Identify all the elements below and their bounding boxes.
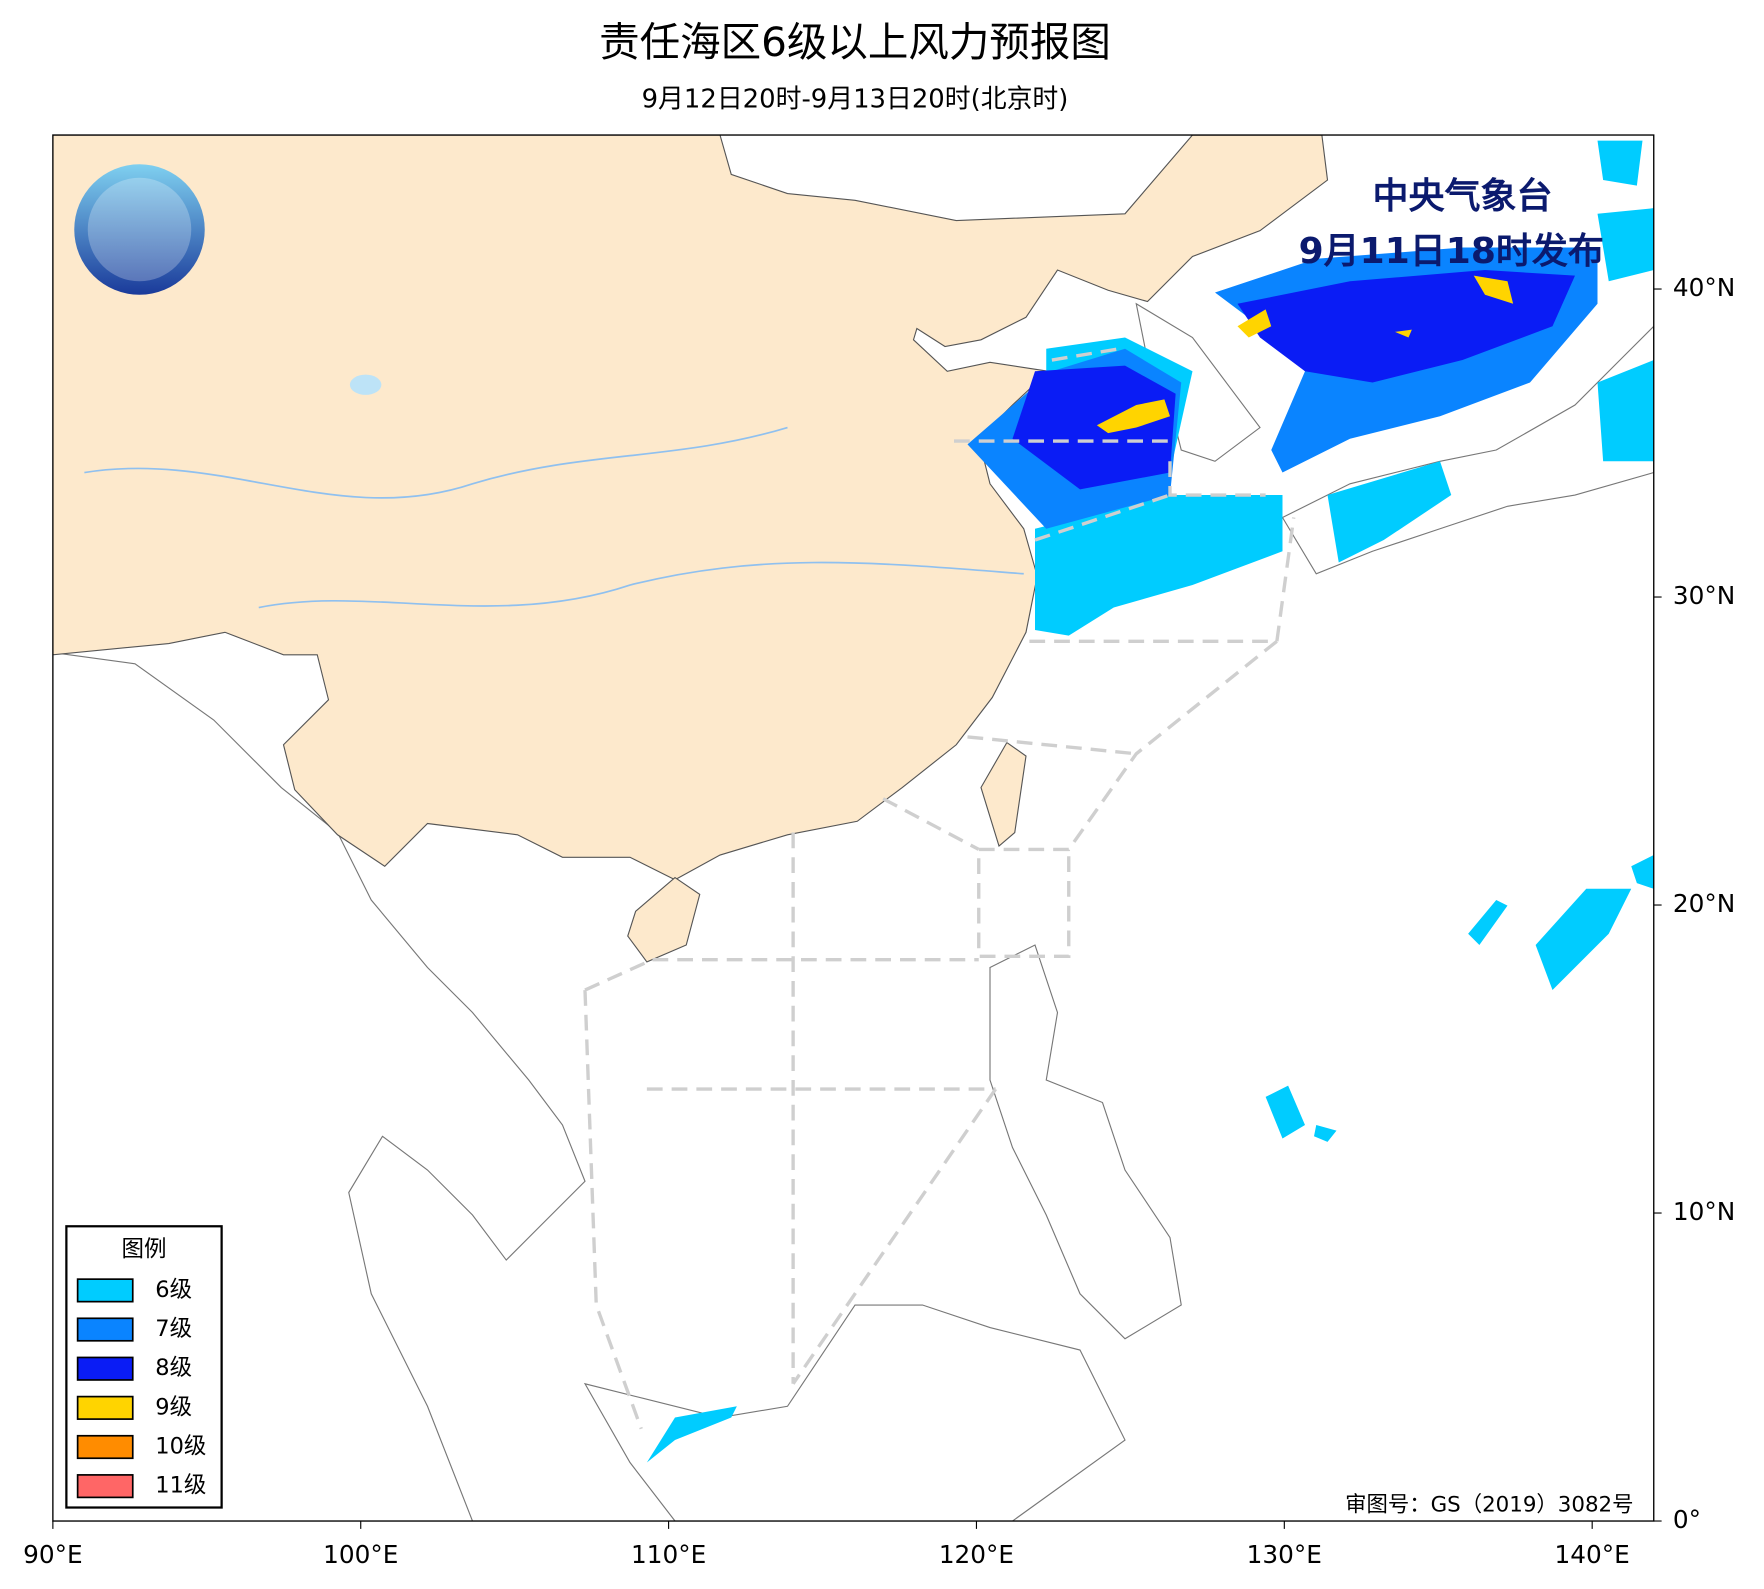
x-tick-label: 120°E xyxy=(939,1540,1014,1569)
legend-swatch xyxy=(76,1395,134,1420)
legend-swatch xyxy=(76,1356,134,1381)
legend-label: 11级 xyxy=(155,1473,206,1499)
river xyxy=(84,426,788,499)
sea-area-boundary xyxy=(583,347,1296,1430)
taiwan xyxy=(980,741,1027,848)
legend-label: 6级 xyxy=(155,1277,192,1303)
legend-swatch xyxy=(76,1474,134,1499)
x-tick-label: 130°E xyxy=(1247,1540,1322,1569)
map-frame xyxy=(52,134,1655,1522)
legend-label: 10级 xyxy=(155,1433,206,1459)
legend: 图例 6级 7级 8级 9级 10级 11级 xyxy=(65,1225,223,1509)
x-tick-label: 100°E xyxy=(323,1540,398,1569)
wind-6 xyxy=(1035,495,1283,636)
wind-6 xyxy=(1597,140,1654,462)
x-tick-label: 110°E xyxy=(631,1540,706,1569)
wind-6 xyxy=(1327,461,1452,563)
y-tick-label: 40°N xyxy=(1673,273,1735,302)
x-tick-label: 90°E xyxy=(23,1540,83,1569)
logo xyxy=(74,164,205,295)
lake xyxy=(349,374,382,395)
map-area: 中央气象台 9月11日18时发布 审图号：GS（2019）3082号 xyxy=(52,135,1654,1522)
land xyxy=(989,944,1182,1340)
legend-swatch xyxy=(76,1317,134,1342)
legend-swatch xyxy=(76,1434,134,1460)
legend-label: 8级 xyxy=(155,1355,192,1381)
agency: 中央气象台 xyxy=(1372,176,1552,217)
hainan xyxy=(627,876,701,963)
y-tick-label: 0° xyxy=(1673,1505,1701,1534)
wind-8 xyxy=(1012,365,1176,490)
wind-6 xyxy=(1468,855,1654,991)
y-tick-label: 10°N xyxy=(1673,1197,1735,1226)
issue-time: 9月11日18时发布 xyxy=(1299,231,1604,272)
title: 责任海区6级以上风力预报图 xyxy=(599,18,1111,66)
approval-number: 审图号：GS（2019）3082号 xyxy=(1345,1492,1633,1517)
legend-label: 9级 xyxy=(155,1394,192,1420)
subtitle: 9月12日20时-9月13日20时(北京时) xyxy=(642,85,1069,115)
river xyxy=(258,561,1024,609)
legend-title: 图例 xyxy=(121,1236,166,1262)
legend-label: 7级 xyxy=(155,1316,192,1342)
china-land xyxy=(52,135,1329,881)
y-tick-label: 30°N xyxy=(1673,581,1735,610)
wind-8 xyxy=(1237,270,1575,383)
wind-9 xyxy=(1096,275,1514,434)
legend-swatch xyxy=(76,1278,134,1303)
land xyxy=(583,1304,1126,1522)
y-tick-label: 20°N xyxy=(1673,889,1735,918)
x-tick-label: 140°E xyxy=(1555,1540,1630,1569)
